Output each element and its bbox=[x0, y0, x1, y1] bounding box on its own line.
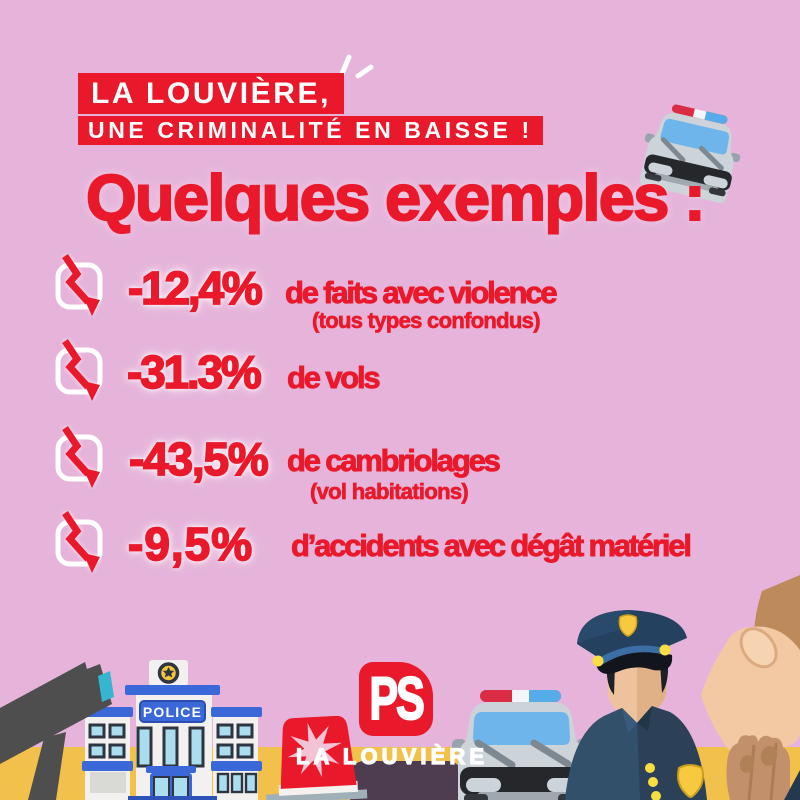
svg-text:POLICE: POLICE bbox=[143, 704, 202, 720]
